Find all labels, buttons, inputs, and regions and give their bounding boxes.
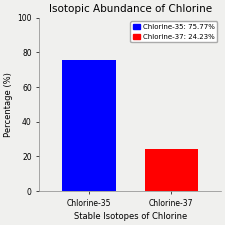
Legend: Chlorine-35: 75.77%, Chlorine-37: 24.23%: Chlorine-35: 75.77%, Chlorine-37: 24.23% <box>130 21 217 42</box>
Title: Isotopic Abundance of Chlorine: Isotopic Abundance of Chlorine <box>49 4 212 14</box>
Bar <box>62 60 116 191</box>
Y-axis label: Percentage (%): Percentage (%) <box>4 72 13 137</box>
X-axis label: Stable Isotopes of Chlorine: Stable Isotopes of Chlorine <box>74 212 187 221</box>
Bar <box>145 149 198 191</box>
